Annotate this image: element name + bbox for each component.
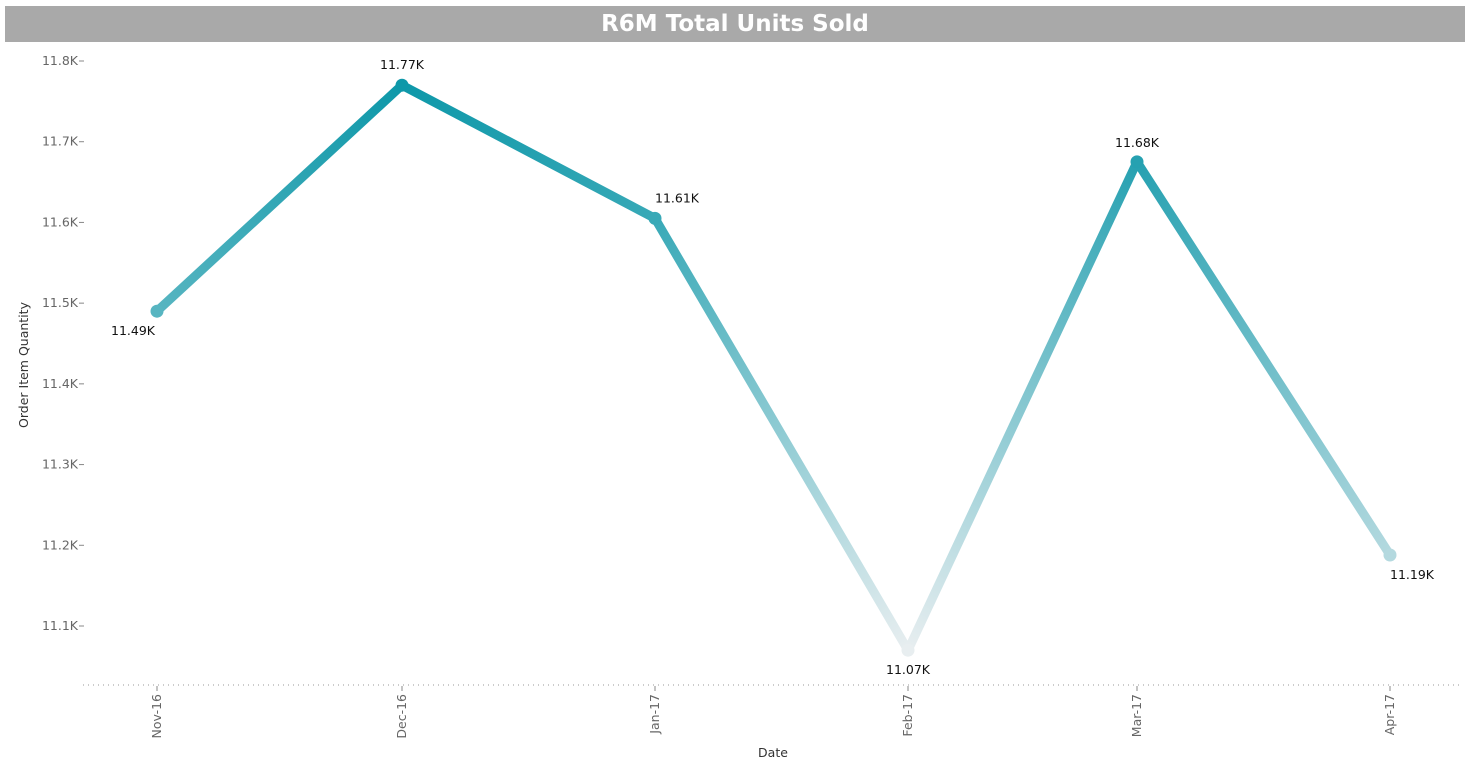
y-tick-label: 11.8K <box>42 53 79 68</box>
data-label: 11.68K <box>1115 135 1160 150</box>
chart-title: R6M Total Units Sold <box>601 11 869 37</box>
y-tick-label: 11.2K <box>42 537 79 552</box>
y-axis-title: Order Item Quantity <box>16 301 31 428</box>
data-point[interactable] <box>1383 548 1397 562</box>
line-segment <box>903 157 1142 655</box>
line-segment <box>1132 157 1395 560</box>
chart-title-bar: R6M Total Units Sold <box>5 6 1465 42</box>
series-line <box>152 80 1395 655</box>
data-label: 11.61K <box>655 190 700 205</box>
data-point[interactable] <box>150 304 164 318</box>
x-tick-label: Apr-17 <box>1382 694 1397 735</box>
data-labels: 11.49K 11.77K 11.61K 11.07K 11.68K 11.19K <box>111 57 1435 677</box>
line-segment <box>152 80 407 316</box>
data-point[interactable] <box>395 78 409 92</box>
x-tick-label: Nov-16 <box>149 694 164 739</box>
y-tick-label: 11.3K <box>42 457 79 472</box>
line-segment <box>397 80 660 223</box>
data-label: 11.19K <box>1390 567 1435 582</box>
data-point[interactable] <box>1130 155 1144 169</box>
y-tick-label: 11.1K <box>42 618 79 633</box>
data-point[interactable] <box>648 211 662 225</box>
data-label: 11.07K <box>886 662 931 677</box>
data-label: 11.49K <box>111 323 156 338</box>
y-tick-label: 11.5K <box>42 295 79 310</box>
x-axis: Nov-16 Dec-16 Jan-17 Feb-17 Mar-17 Apr-17 <box>83 684 1462 739</box>
x-tick-label: Jan-17 <box>647 694 662 735</box>
x-tick-label: Dec-16 <box>394 694 409 739</box>
y-tick-label: 11.4K <box>42 376 79 391</box>
x-tick-label: Feb-17 <box>900 694 915 737</box>
series-points <box>150 78 1397 657</box>
y-tick-label: 11.6K <box>42 214 79 229</box>
x-axis-title: Date <box>758 745 788 760</box>
x-tick-label: Mar-17 <box>1129 694 1144 737</box>
line-segment <box>650 213 913 655</box>
data-label: 11.77K <box>380 57 425 72</box>
y-tick-label: 11.7K <box>42 134 79 149</box>
data-point[interactable] <box>901 643 915 657</box>
y-axis: 11.1K 11.2K 11.3K 11.4K 11.5K 11.6K 11.7K 11.8K <box>42 53 84 633</box>
